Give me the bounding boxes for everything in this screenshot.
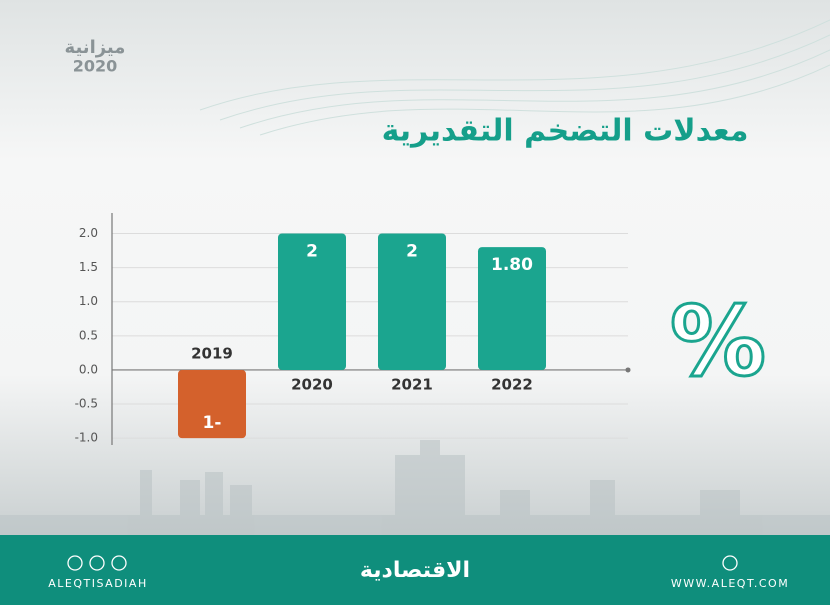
x-tick-label: 2022 (491, 375, 533, 393)
y-tick-label: 1.0 (79, 294, 98, 308)
y-tick-label: -0.5 (75, 397, 98, 411)
social-icons (67, 555, 738, 571)
footer-brand: الاقتصادية (360, 558, 470, 583)
y-tick-label: -1.0 (75, 431, 98, 445)
unit-symbol: % (670, 285, 766, 397)
footer-handle: ALEQTISADIAH (48, 577, 147, 590)
y-tick-label: 0.0 (79, 362, 98, 376)
logo-title: ميزانية (65, 37, 126, 58)
y-tick-label: 0.5 (79, 328, 98, 342)
plot: -1.0 -0.5 0.0 0.5 1.0 1.5 2.0 1- 2019 2 2020 2 2021 1… (75, 213, 631, 445)
x-tick-label: 2020 (291, 375, 333, 393)
x-tick-label: 2019 (191, 344, 233, 362)
x-tick-label: 2021 (391, 375, 433, 393)
y-tick-label: 2.0 (79, 226, 98, 240)
chart-title: معدلات التضخم التقديرية (382, 114, 749, 149)
y-tick-label: 1.5 (79, 260, 98, 274)
value-label: 1- (203, 413, 222, 433)
value-label: 1.80 (491, 255, 533, 275)
value-label: 2 (406, 241, 418, 261)
zero-line-end (625, 367, 631, 373)
bar (378, 233, 446, 370)
bar (278, 233, 346, 370)
logo-year: 2020 (73, 57, 118, 76)
footer-band (0, 535, 830, 605)
footer-website: WWW.ALEQT.COM (671, 577, 789, 590)
bar (478, 247, 546, 370)
value-label: 2 (306, 241, 318, 261)
decor-waves (199, 19, 830, 136)
bar (178, 369, 246, 439)
skyline (0, 440, 830, 535)
